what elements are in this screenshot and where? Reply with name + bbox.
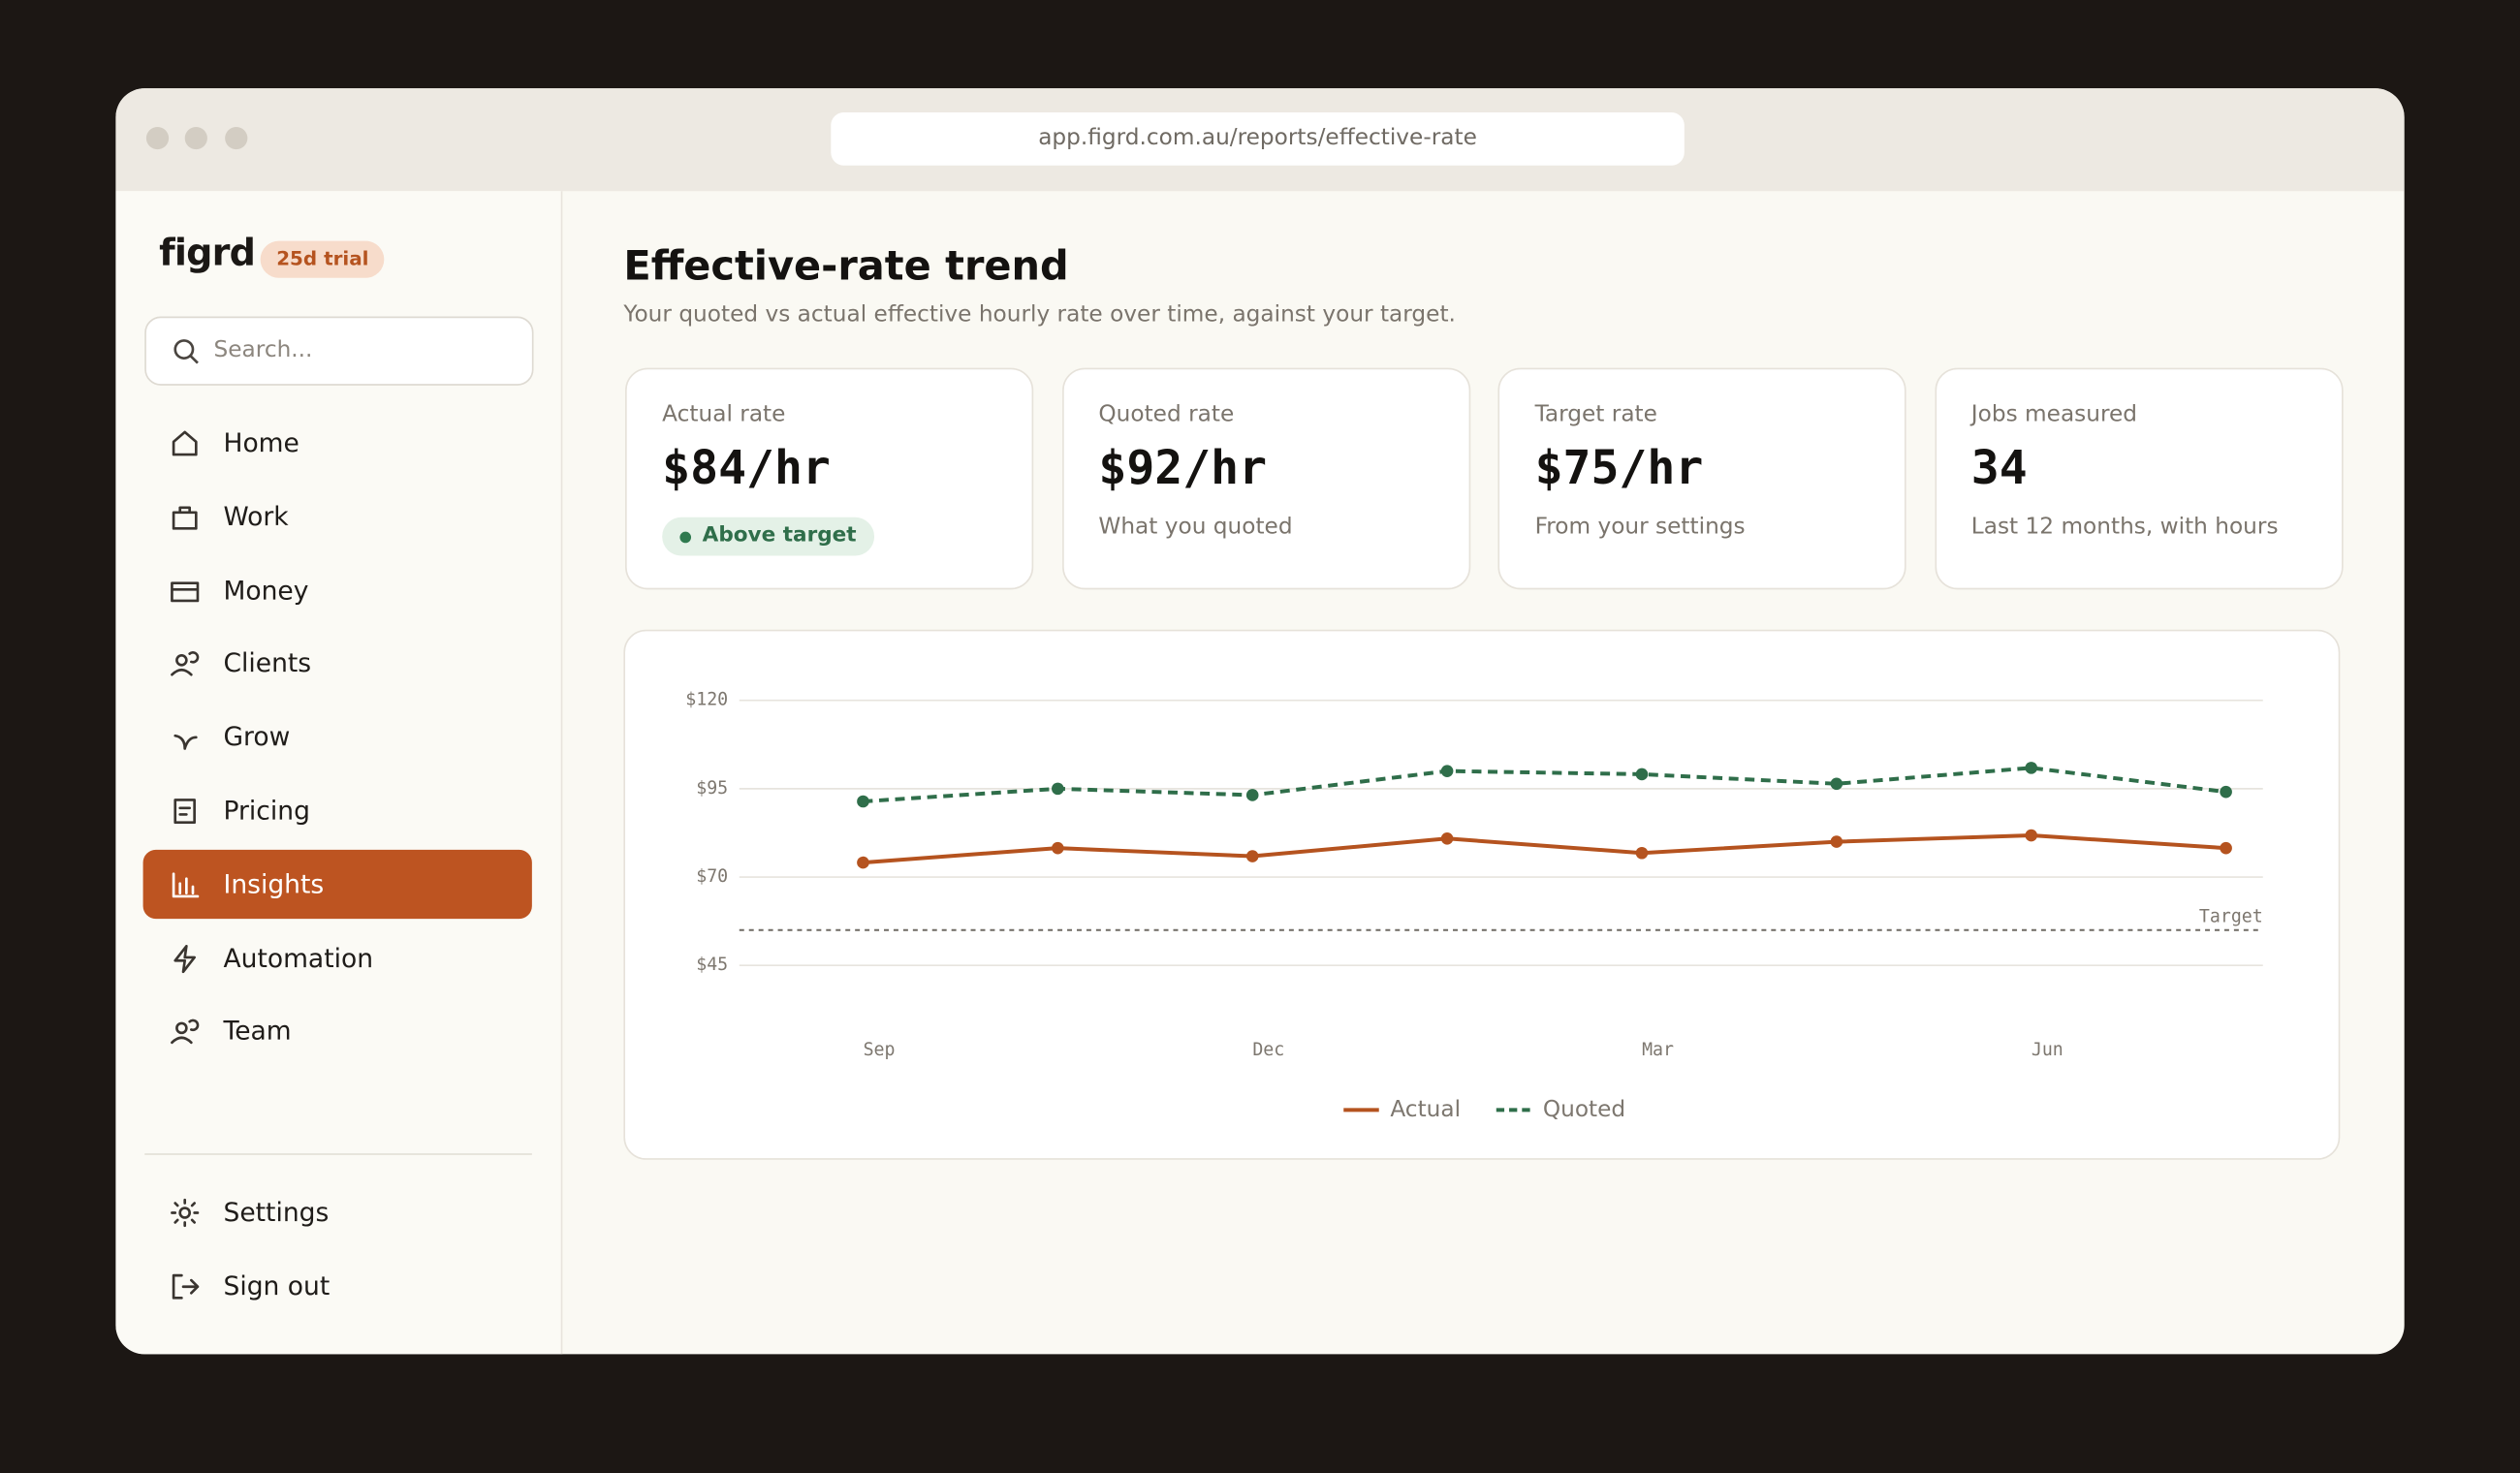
nav-item[interactable]: Pricing — [143, 776, 532, 845]
stat-sub: Last 12 months, with hours — [1970, 514, 2279, 540]
nav-item[interactable]: Sign out — [143, 1251, 532, 1320]
nav-item[interactable]: Grow — [143, 703, 532, 771]
brand[interactable]: figrd — [159, 233, 256, 275]
nav-item[interactable]: Money — [143, 555, 532, 624]
nav-icon — [173, 944, 196, 973]
page-subtitle: Your quoted vs actual effective hourly r… — [623, 301, 1456, 329]
stat-value: 34 — [1970, 440, 2028, 495]
divider — [144, 1153, 532, 1155]
nav-label: Work — [223, 500, 289, 532]
nav-label: Clients — [223, 647, 312, 679]
nav-icon — [171, 580, 200, 602]
nav-label: Pricing — [223, 795, 310, 827]
nav-label: Home — [223, 426, 299, 458]
window-dot[interactable] — [184, 126, 207, 150]
window-dot[interactable] — [225, 126, 248, 150]
status-badge: Above target — [662, 517, 874, 556]
page-title: Effective-rate trend — [623, 242, 1069, 290]
stat-label: Actual rate — [662, 401, 786, 427]
chart-card — [623, 629, 2341, 1160]
title-bar: app.figrd.com.au/reports/effective-rate — [115, 88, 2405, 192]
nav-label: Settings — [223, 1196, 330, 1228]
stat-label: Quoted rate — [1098, 401, 1235, 427]
nav-item[interactable]: Work — [143, 482, 532, 550]
stat-card: Actual rate $84/hr Above target — [625, 367, 1034, 590]
stat-sub: From your settings — [1534, 514, 1746, 540]
nav-icon — [172, 872, 200, 897]
nav-icon — [173, 735, 198, 751]
nav-label: Insights — [223, 868, 325, 899]
nav-icon — [172, 506, 198, 530]
stat-value: $92/hr — [1098, 440, 1268, 495]
nav-label: Automation — [223, 942, 374, 973]
stat-label: Target rate — [1534, 401, 1657, 427]
nav-icon — [173, 799, 196, 825]
search-icon — [173, 339, 199, 364]
trial-badge[interactable]: 25d trial — [260, 240, 386, 278]
nav-label: Team — [223, 1016, 292, 1047]
nav-icon — [171, 1198, 200, 1228]
stat-card: Jobs measured 34 Last 12 months, with hour… — [1934, 367, 2343, 590]
nav-item[interactable]: Clients — [143, 629, 532, 698]
stat-card: Target rate $75/hr From your settings — [1497, 367, 1906, 590]
nav-item[interactable]: Team — [143, 996, 532, 1065]
nav-icon — [171, 651, 200, 677]
nav-label: Sign out — [223, 1270, 331, 1301]
stat-value: $84/hr — [662, 440, 831, 495]
nav-label: Grow — [223, 721, 291, 753]
search-box[interactable]: Search... — [144, 316, 534, 386]
nav-icon — [172, 1273, 200, 1300]
nav-label: Money — [223, 574, 309, 606]
url-bar[interactable]: app.figrd.com.au/reports/effective-rate — [831, 112, 1685, 166]
stat-card: Quoted rate $92/hr What you quoted — [1061, 367, 1470, 590]
sidebar: figrd 25d trial Search... Home Work Money C… — [115, 191, 563, 1355]
stat-value: $75/hr — [1534, 440, 1704, 495]
nav-item[interactable]: Insights — [142, 849, 532, 919]
nav-icon — [172, 430, 198, 456]
stat-label: Jobs measured — [1970, 401, 2138, 427]
nav-item[interactable]: Automation — [143, 923, 532, 991]
stat-sub: What you quoted — [1098, 514, 1293, 540]
nav-item[interactable]: Settings — [143, 1177, 532, 1246]
search-placeholder: Search... — [213, 337, 313, 363]
nav-item[interactable]: Home — [143, 408, 532, 477]
browser-window: app.figrd.com.au/reports/effective-rate … — [115, 88, 2405, 1355]
nav-icon — [171, 1019, 200, 1045]
window-dot[interactable] — [145, 126, 170, 150]
